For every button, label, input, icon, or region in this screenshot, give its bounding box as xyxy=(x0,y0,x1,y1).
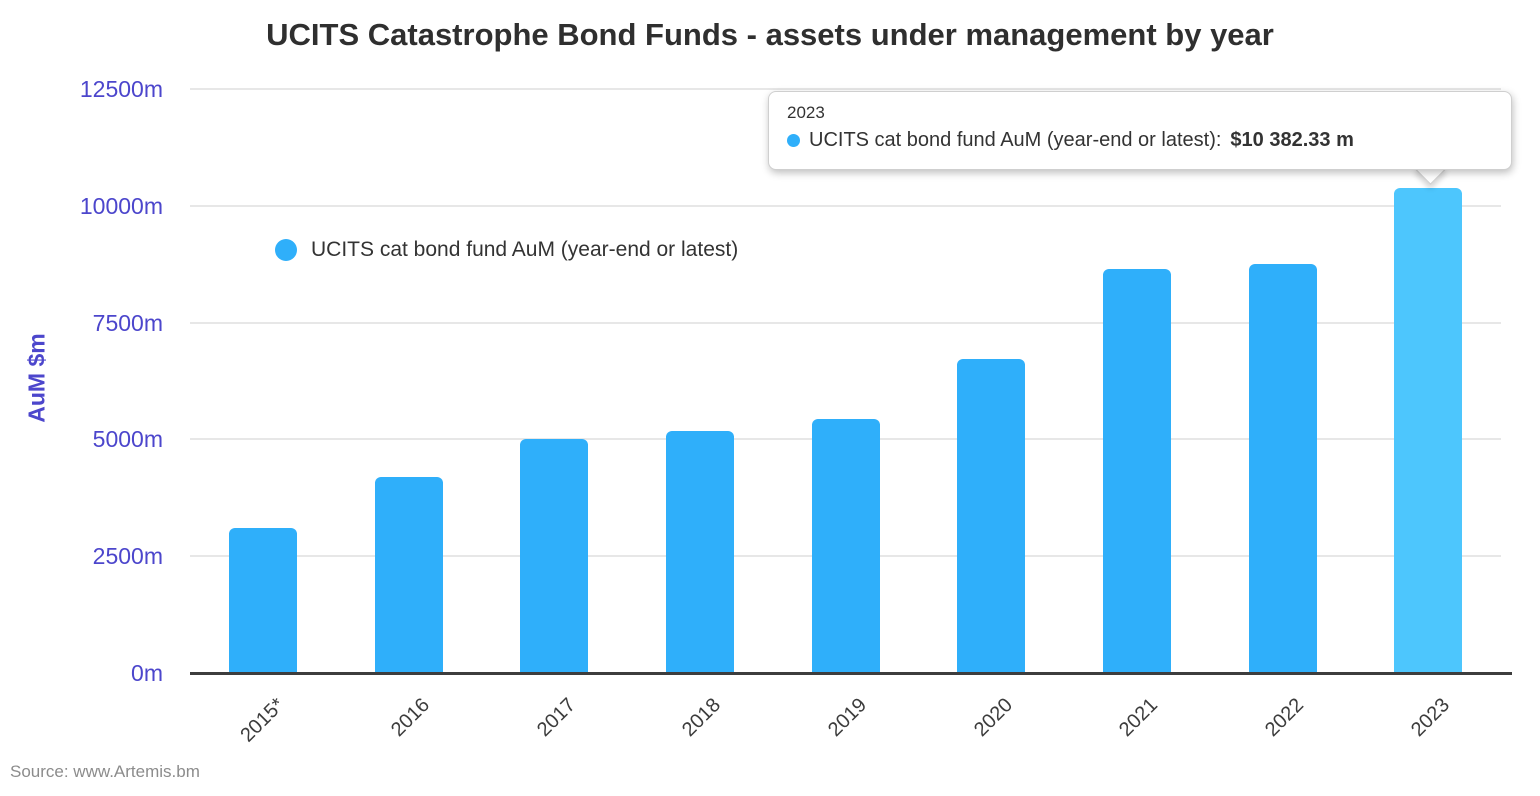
bar-2017[interactable] xyxy=(520,439,589,673)
gridline xyxy=(190,204,1501,207)
x-tick-label: 2015* xyxy=(235,694,289,747)
legend-label: UCITS cat bond fund AuM (year-end or lat… xyxy=(311,238,739,261)
x-tick-label: 2023 xyxy=(1406,694,1454,742)
bar-2022[interactable] xyxy=(1248,264,1317,673)
x-tick-label: 2018 xyxy=(678,694,726,742)
legend-item[interactable]: UCITS cat bond fund AuM (year-end or lat… xyxy=(275,238,738,262)
bar-2019[interactable] xyxy=(811,418,880,673)
x-tick-label: 2019 xyxy=(824,694,872,742)
chart-title: UCITS Catastrophe Bond Funds - assets un… xyxy=(266,17,1274,52)
x-tick-label: 2022 xyxy=(1261,694,1309,742)
tooltip-series-label: UCITS cat bond fund AuM (year-end or lat… xyxy=(809,129,1222,151)
tooltip-marker-icon xyxy=(787,134,800,147)
bar-2021[interactable] xyxy=(1102,268,1171,673)
source-credit: Source: www.Artemis.bm xyxy=(10,762,200,781)
y-axis-title: AuM $m xyxy=(23,333,50,423)
gridline xyxy=(190,88,1501,90)
y-tick-label: 12500m xyxy=(79,76,163,102)
tooltip-value: $10 382.33 m xyxy=(1230,129,1354,151)
y-tick-label: 10000m xyxy=(79,192,163,219)
tooltip: 2023 UCITS cat bond fund AuM (year-end o… xyxy=(768,91,1512,170)
y-tick-label: 0m xyxy=(131,660,163,686)
y-tick-label: 5000m xyxy=(92,426,163,453)
bar-2018[interactable] xyxy=(665,430,734,673)
bar-2020[interactable] xyxy=(957,359,1026,673)
y-tick-label: 2500m xyxy=(92,543,163,570)
x-tick-label: 2020 xyxy=(969,694,1017,742)
x-axis-line xyxy=(190,671,1512,675)
bar-2015[interactable] xyxy=(228,528,297,673)
x-tick-label: 2016 xyxy=(387,694,435,742)
bar-2023[interactable] xyxy=(1394,187,1463,673)
x-tick-label: 2021 xyxy=(1115,694,1163,742)
legend-marker-icon xyxy=(275,239,297,261)
bar-2016[interactable] xyxy=(374,477,443,673)
y-tick-label: 7500m xyxy=(92,309,163,336)
gridline xyxy=(190,321,1501,324)
tooltip-title: 2023 xyxy=(787,103,825,122)
x-tick-label: 2017 xyxy=(532,694,580,742)
